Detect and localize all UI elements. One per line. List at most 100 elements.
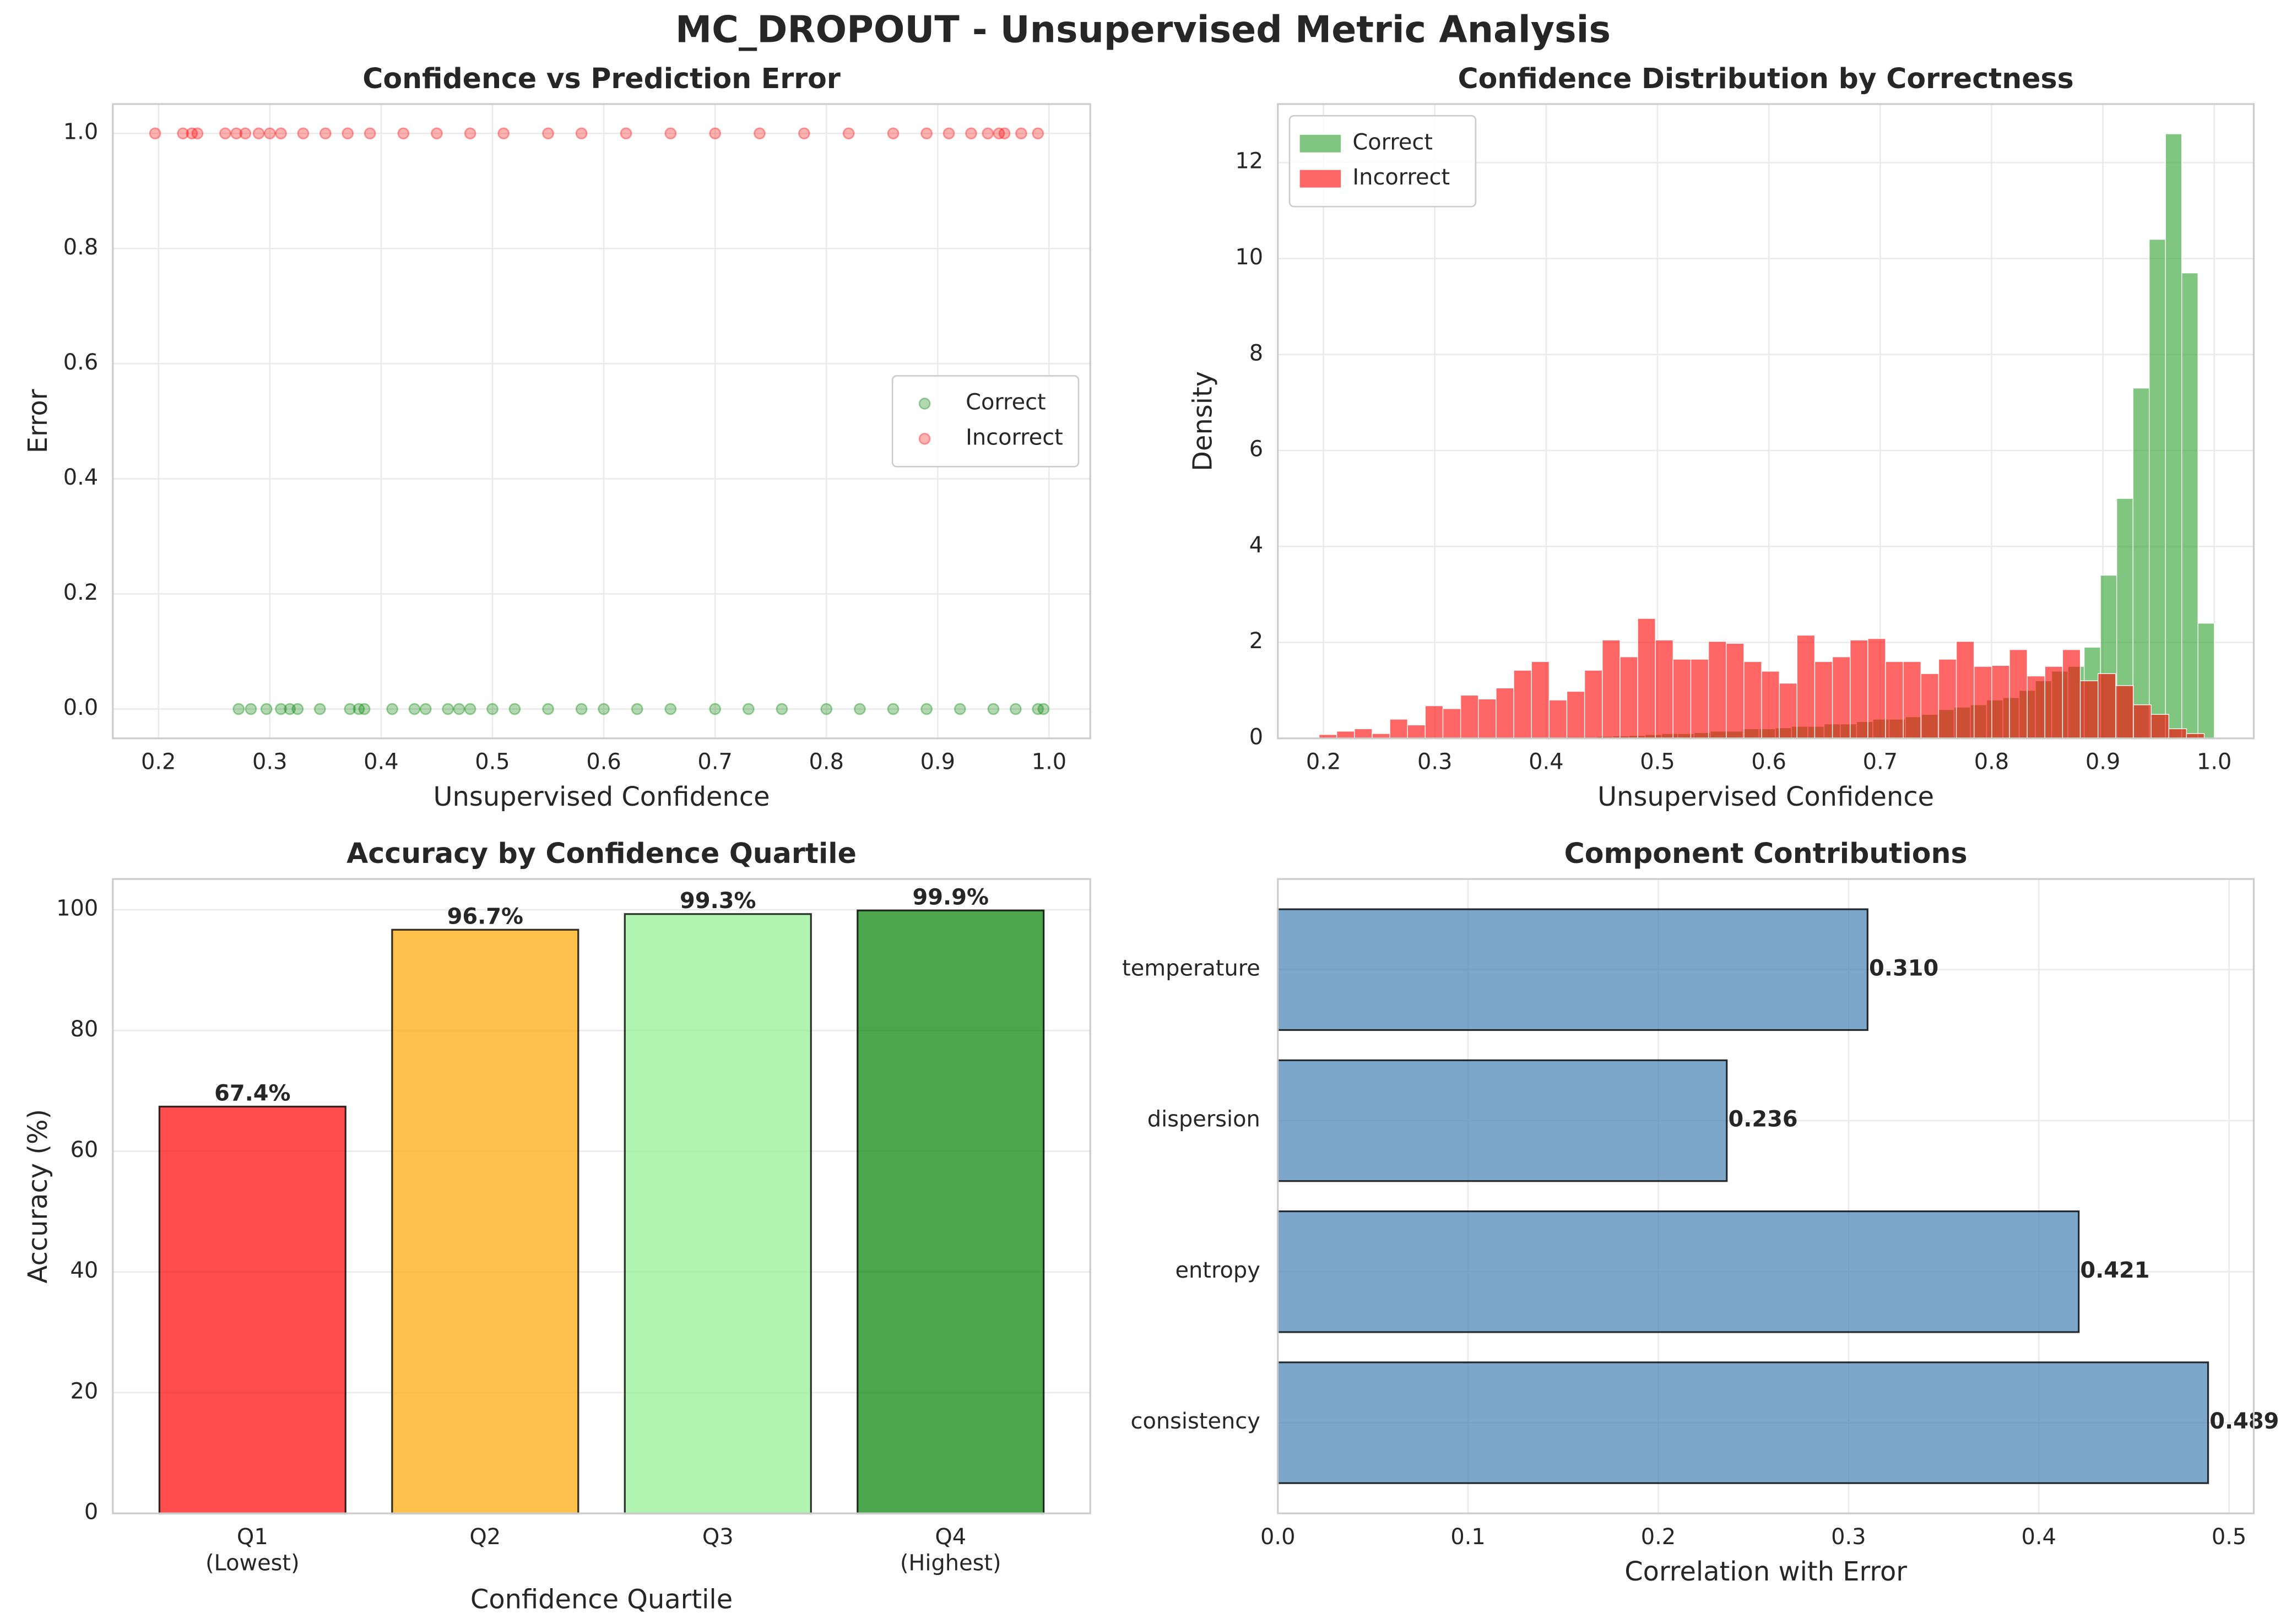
scatter-point bbox=[344, 703, 356, 715]
x-tick-label: 0.4 bbox=[2021, 1524, 2056, 1550]
x-tick-label: 0.4 bbox=[1529, 749, 1563, 775]
scatter-point bbox=[993, 127, 1005, 140]
scatter-point bbox=[942, 127, 955, 140]
scatter-point bbox=[620, 127, 632, 140]
scatter-point bbox=[219, 127, 231, 140]
bar bbox=[391, 928, 579, 1514]
plot-area bbox=[1277, 104, 2254, 738]
scatter-point bbox=[486, 703, 499, 715]
legend-marker bbox=[918, 432, 931, 445]
scatter-point bbox=[291, 703, 304, 715]
scatter-point bbox=[1037, 703, 1050, 715]
histogram-bar bbox=[1336, 731, 1355, 739]
y-tick-label: 12 bbox=[1235, 149, 1263, 174]
scatter-point bbox=[965, 127, 977, 140]
x-tick-label: 0.7 bbox=[697, 749, 732, 775]
histogram-bar bbox=[1832, 656, 1851, 739]
y-tick-label: 10 bbox=[1235, 245, 1263, 270]
value-label: 0.236 bbox=[1728, 1107, 1797, 1132]
x-tick-label: 0.6 bbox=[1751, 749, 1786, 775]
x-tick-label: Q3 bbox=[702, 1524, 734, 1550]
bar bbox=[1277, 1210, 2080, 1333]
legend-marker bbox=[1299, 170, 1341, 188]
histogram-bar bbox=[1442, 708, 1461, 739]
y-tick-label: 8 bbox=[1249, 340, 1263, 366]
bar bbox=[158, 1105, 346, 1514]
y-tick-label: 0.4 bbox=[63, 465, 98, 490]
histogram-bar bbox=[2079, 680, 2099, 739]
x-axis-label: Confidence Quartile bbox=[470, 1585, 733, 1615]
x-tick-label: 0.4 bbox=[364, 749, 398, 775]
x-tick-label: Q2 bbox=[469, 1524, 501, 1550]
scatter-point bbox=[1009, 703, 1022, 715]
scatter-point bbox=[497, 127, 510, 140]
scatter-point bbox=[353, 703, 365, 715]
x-tick-label: 0.3 bbox=[1417, 749, 1452, 775]
histogram-bar bbox=[1655, 639, 1673, 739]
histogram-bar bbox=[1991, 665, 2010, 739]
scatter-point bbox=[842, 127, 855, 140]
chart-title: Confidence vs Prediction Error bbox=[362, 62, 841, 95]
histogram-bar bbox=[1602, 639, 1621, 739]
y-tick-label: 6 bbox=[1249, 437, 1263, 462]
scatter-point bbox=[186, 127, 198, 140]
histogram-bar bbox=[1672, 659, 1692, 739]
x-tick-label: 0.1 bbox=[1450, 1524, 1485, 1550]
x-tick-label: 0.2 bbox=[141, 749, 176, 775]
histogram-bar bbox=[1460, 694, 1479, 739]
scatter-point bbox=[313, 703, 326, 715]
x-tick-label: Q4 bbox=[935, 1524, 966, 1550]
scatter-point bbox=[920, 127, 933, 140]
y-tick-label: 0 bbox=[84, 1500, 98, 1525]
x-tick-label: 0.5 bbox=[2212, 1524, 2246, 1550]
plot-frame bbox=[1277, 878, 2255, 1514]
plot-frame bbox=[1277, 103, 2255, 740]
histogram-bar bbox=[2098, 673, 2116, 739]
scatter-point bbox=[230, 127, 243, 140]
scatter-point bbox=[431, 127, 443, 140]
y-tick-label: 80 bbox=[70, 1017, 98, 1042]
x-tick-label: 1.0 bbox=[2197, 749, 2231, 775]
y-tick-label: dispersion bbox=[1147, 1107, 1260, 1132]
histogram-bar bbox=[1354, 728, 1373, 739]
y-tick-label: 60 bbox=[70, 1137, 98, 1163]
bar bbox=[1277, 908, 1868, 1031]
scatter-point bbox=[887, 703, 900, 715]
histogram-bar bbox=[1566, 691, 1585, 739]
histogram-bar bbox=[1796, 634, 1816, 739]
scatter-point bbox=[464, 703, 476, 715]
value-label: 0.310 bbox=[1869, 955, 1938, 981]
histogram-bar bbox=[2044, 666, 2063, 739]
y-tick-label: 0 bbox=[1249, 724, 1263, 749]
histogram-bar bbox=[2181, 272, 2198, 739]
scatter-point bbox=[631, 703, 643, 715]
x-tick-label: 0.5 bbox=[1640, 749, 1675, 775]
scatter-point bbox=[442, 703, 454, 715]
y-tick-label: 0.2 bbox=[63, 580, 98, 605]
value-label: 0.489 bbox=[2209, 1409, 2279, 1434]
y-axis-label: Accuracy (%) bbox=[23, 1109, 53, 1284]
legend-marker bbox=[918, 398, 931, 410]
histogram-bar bbox=[2132, 388, 2150, 739]
histogram-bar bbox=[2149, 238, 2166, 739]
scatter-point bbox=[887, 127, 900, 140]
scatter-point bbox=[177, 127, 189, 140]
x-tick-label: 0.2 bbox=[1306, 749, 1341, 775]
histogram-bar bbox=[1938, 659, 1957, 739]
scatter-point bbox=[263, 127, 276, 140]
scatter-point bbox=[998, 127, 1011, 140]
histogram-bar bbox=[1584, 670, 1603, 739]
scatter-point bbox=[364, 127, 376, 140]
scatter-point bbox=[820, 703, 833, 715]
scatter-point bbox=[709, 127, 722, 140]
histogram-bar bbox=[1867, 638, 1886, 739]
scatter-point bbox=[386, 703, 399, 715]
x-tick-label: 0.6 bbox=[586, 749, 621, 775]
scatter-point bbox=[1032, 127, 1044, 140]
histogram-bar bbox=[1761, 671, 1780, 739]
histogram-bar bbox=[2133, 704, 2152, 739]
histogram-bar bbox=[1478, 698, 1497, 739]
scatter-point bbox=[232, 703, 245, 715]
scatter-point bbox=[342, 127, 354, 140]
